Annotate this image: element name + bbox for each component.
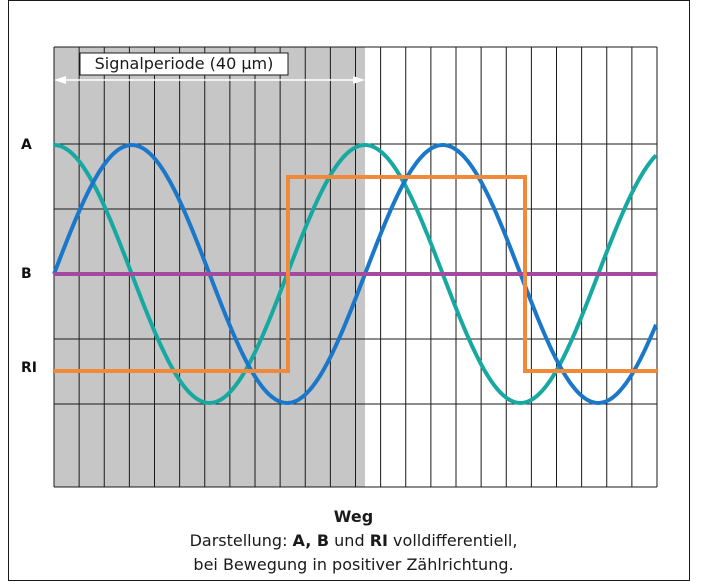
signal-diagram: Signalperiode (40 µm) [52,46,658,488]
signal-period-label: Signalperiode (40 µm) [95,54,274,73]
signal-ri-curve [54,175,657,373]
signal-period-shading [54,47,365,487]
arrow-head-left [54,76,66,84]
caption: Weg Darstellung: A, B und RI volldiffere… [0,505,707,577]
channel-label-b: B [21,266,32,282]
caption-line-2: bei Bewegung in positiver Zählrichtung. [193,555,514,574]
caption-mid: und [329,531,370,550]
caption-bold-ri: RI [369,531,388,550]
channel-label-ri: RI [21,360,37,376]
signal-b-curve [52,142,658,406]
caption-prefix: Darstellung: [189,531,293,550]
caption-bold-ab: A, B [292,531,330,550]
caption-suffix: volldifferentiell, [387,531,518,550]
signal-period-arrow [54,76,365,84]
signal-period-label-bg [79,52,289,76]
axis-label-weg: Weg [333,507,374,526]
grid [53,46,658,488]
caption-line-1: Darstellung: A, B und RI volldifferentie… [0,529,707,553]
arrow-head-right [353,76,365,84]
channel-label-a: A [21,137,32,153]
figure-frame [8,0,690,581]
